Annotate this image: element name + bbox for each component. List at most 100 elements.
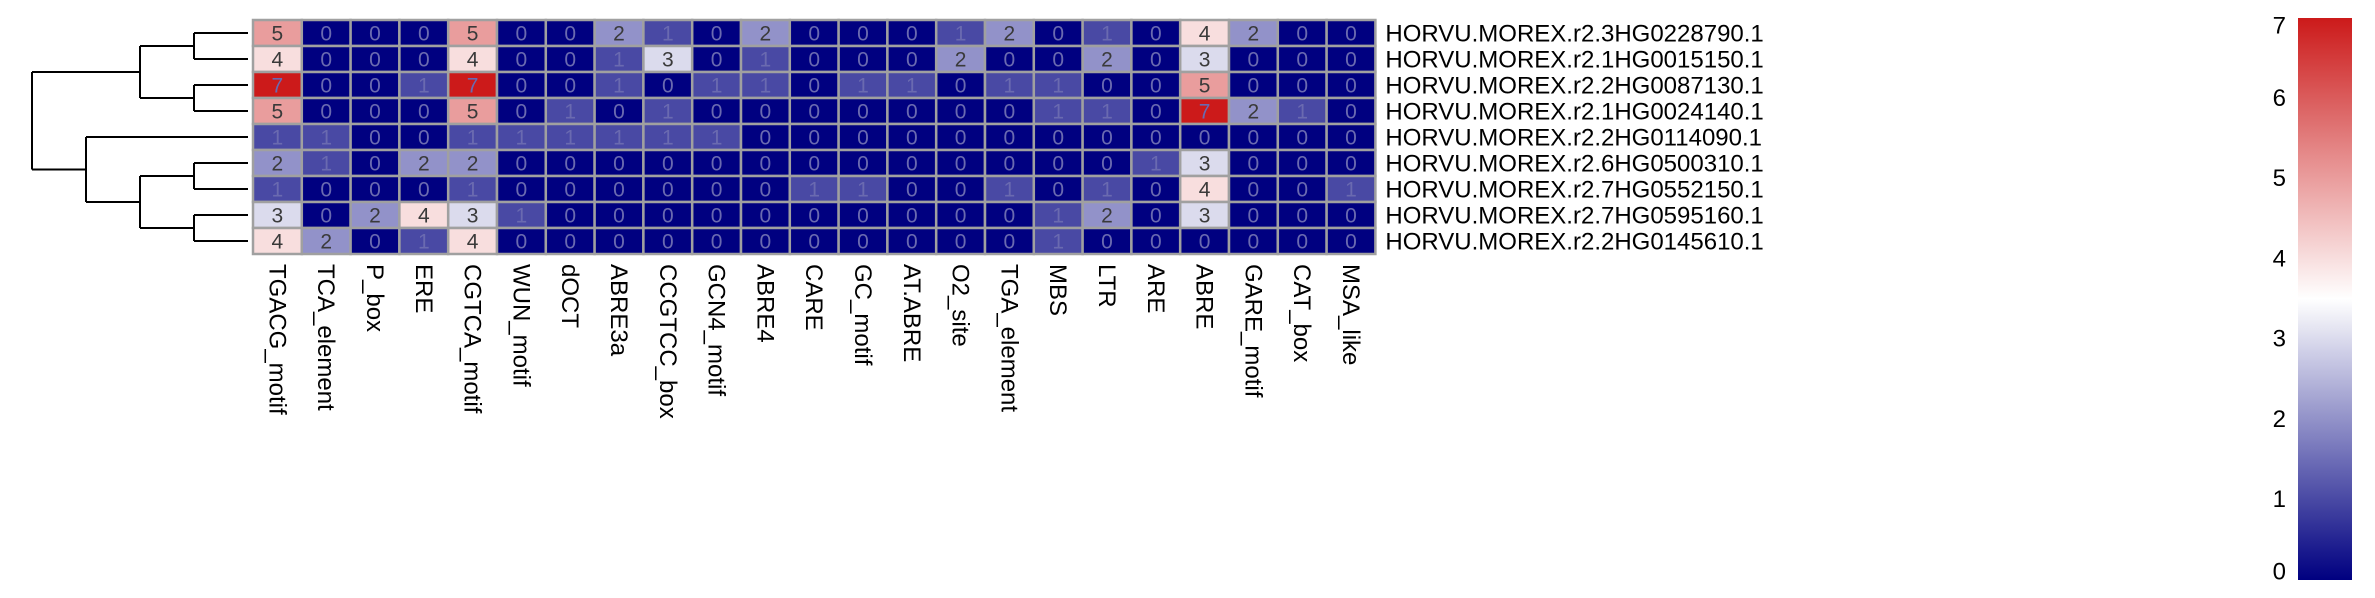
- cell-value-label: 1: [760, 75, 772, 98]
- cell-value-label: 0: [760, 205, 772, 228]
- cell-value-label: 0: [808, 153, 820, 176]
- heatmap-cells: 5 0 0 0 5 0 0 2 1 0 2 0 0 0 1 2 0 1 0 4 2 0 0 4 0 0 0 4 0 0 1 3 0 1 0 0 0 2 0 0…: [251, 18, 1377, 256]
- cell-value-label: 0: [418, 23, 430, 46]
- color-legend: 0 1 2 3 4 5 6 7: [2273, 13, 2352, 586]
- cell-value-label: 4: [467, 231, 479, 254]
- cell-value-label: 0: [369, 49, 381, 72]
- cell-value-label: 0: [808, 127, 820, 150]
- cell-value-label: 0: [564, 75, 576, 98]
- heatmap-cell: [446, 226, 499, 256]
- cell-value-label: 5: [1199, 75, 1211, 98]
- cell-value-label: 0: [955, 153, 967, 176]
- column-label: ABRE4: [751, 264, 778, 343]
- heatmap-cell: [934, 44, 987, 74]
- cell-value-label: 1: [857, 75, 869, 98]
- heatmap-cell: [544, 70, 596, 100]
- cell-value-label: 0: [1296, 179, 1308, 202]
- cell-value-label: 0: [906, 205, 918, 228]
- cell-value-label: 0: [564, 23, 576, 46]
- cell-value-label: 1: [1101, 23, 1113, 46]
- cell-value-label: 0: [564, 231, 576, 254]
- cell-value-label: 3: [467, 205, 479, 228]
- cell-value-label: 2: [1248, 23, 1260, 46]
- cell-value-label: 0: [1052, 49, 1064, 72]
- cell-value-label: 0: [955, 231, 967, 254]
- heatmap-cell: [300, 70, 352, 100]
- legend-tick-label: 3: [2273, 326, 2286, 353]
- cell-value-label: 1: [906, 75, 918, 98]
- heatmap-cell: [934, 174, 987, 204]
- column-label: ABRE: [1191, 264, 1218, 329]
- heatmap-cell: [1178, 18, 1231, 48]
- cell-value-label: 1: [516, 205, 528, 228]
- cell-value-label: 1: [662, 23, 674, 46]
- heatmap-cell: [886, 70, 938, 100]
- cell-value-label: 0: [1345, 75, 1357, 98]
- row-label: HORVU.MOREX.r2.6HG0500310.1: [1385, 151, 1763, 178]
- cell-value-label: 0: [1004, 205, 1016, 228]
- legend-tick-label: 5: [2273, 165, 2286, 192]
- cell-value-label: 0: [1004, 101, 1016, 124]
- cell-value-label: 1: [1004, 75, 1016, 98]
- cell-value-label: 0: [516, 49, 528, 72]
- cell-value-label: 1: [1101, 101, 1113, 124]
- cell-value-label: 0: [711, 153, 723, 176]
- cell-value-label: 0: [857, 153, 869, 176]
- cell-value-label: 0: [1345, 23, 1357, 46]
- cell-value-label: 1: [760, 49, 772, 72]
- cell-value-label: 0: [1004, 231, 1016, 254]
- cell-value-label: 1: [613, 75, 625, 98]
- heatmap-cell: [1325, 226, 1377, 256]
- heatmap-cell: [349, 148, 401, 178]
- cell-value-label: 0: [1101, 231, 1113, 254]
- cell-value-label: 0: [1199, 127, 1211, 150]
- heatmap-cell: [251, 44, 304, 74]
- cell-value-label: 1: [857, 179, 869, 202]
- cell-value-label: 0: [1248, 75, 1260, 98]
- column-label: CAT_box: [1288, 264, 1315, 362]
- column-label: WUN_motif: [507, 264, 534, 387]
- cell-value-label: 1: [808, 179, 820, 202]
- cell-value-label: 2: [272, 153, 284, 176]
- cell-value-label: 1: [1004, 179, 1016, 202]
- cell-value-label: 2: [760, 23, 772, 46]
- cell-value-label: 0: [1296, 127, 1308, 150]
- heatmap-cell: [1081, 226, 1133, 256]
- column-label: GCN4_motif: [703, 264, 730, 396]
- cell-value-label: 0: [564, 205, 576, 228]
- cell-value-label: 0: [613, 205, 625, 228]
- cell-value-label: 0: [1345, 49, 1357, 72]
- cell-value-label: 0: [516, 23, 528, 46]
- cell-value-label: 0: [1150, 101, 1162, 124]
- cell-value-label: 0: [1150, 179, 1162, 202]
- heatmap-cell: [300, 226, 352, 256]
- cell-value-label: 4: [1199, 23, 1211, 46]
- heatmap-cell: [1178, 96, 1231, 126]
- cell-value-label: 0: [516, 101, 528, 124]
- cell-value-label: 0: [906, 101, 918, 124]
- heatmap-cell: [1325, 174, 1377, 204]
- heatmap-cell: [495, 96, 548, 126]
- heatmap-cell: [788, 18, 840, 48]
- cell-value-label: 0: [955, 75, 967, 98]
- cell-value-label: 5: [467, 23, 479, 46]
- cell-value-label: 0: [857, 231, 869, 254]
- heatmap-cell: [446, 174, 499, 204]
- cell-value-label: 1: [272, 179, 284, 202]
- legend-tick-label: 0: [2273, 559, 2286, 586]
- cell-value-label: 0: [516, 231, 528, 254]
- heatmap-cell: [837, 200, 889, 230]
- cell-value-label: 0: [906, 127, 918, 150]
- legend-tick-label: 4: [2273, 245, 2286, 272]
- cell-value-label: 0: [711, 179, 723, 202]
- heatmap-cell: [593, 18, 645, 48]
- heatmap-cell: [1325, 200, 1377, 230]
- cell-value-label: 0: [906, 153, 918, 176]
- cell-value-label: 0: [662, 153, 674, 176]
- cell-value-label: 1: [516, 127, 528, 150]
- cell-value-label: 2: [613, 23, 625, 46]
- cell-value-label: 0: [1150, 75, 1162, 98]
- cell-value-label: 2: [369, 205, 381, 228]
- heatmap-cell: [1081, 18, 1133, 48]
- legend-tick-label: 1: [2273, 486, 2286, 513]
